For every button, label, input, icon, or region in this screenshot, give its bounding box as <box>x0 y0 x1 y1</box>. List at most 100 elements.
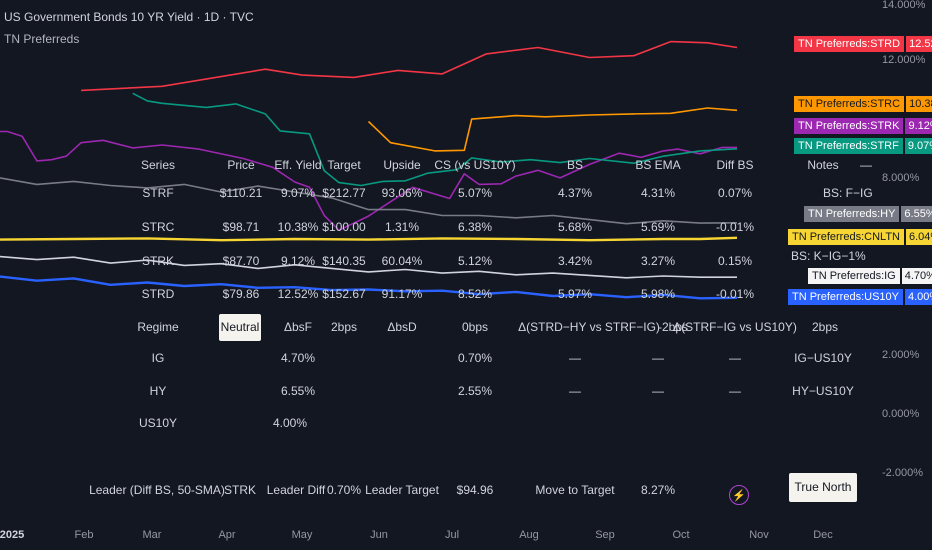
regime-delta1-label: Δ(STRD−HY vs STRF−IG) <box>518 320 660 334</box>
true-north-button[interactable]: True North <box>789 473 857 502</box>
regime-dbsd-label: ΔbsD <box>387 320 417 334</box>
leader-diff-label: Leader Diff <box>266 483 326 497</box>
td-diff-bs: 0.15% <box>717 254 753 268</box>
th-bs: BS <box>566 158 584 172</box>
td-upside: 60.04% <box>381 254 423 268</box>
symbol-title[interactable]: US Government Bonds 10 YR Yield · 1D · T… <box>4 10 254 24</box>
th-series: Series <box>140 158 176 172</box>
regime-delta1-value: -2bps <box>657 320 689 334</box>
leader-diff-value: 0.70% <box>326 483 362 497</box>
x-tick: 2025 <box>0 529 25 541</box>
series-line-cnltn[interactable] <box>0 236 738 242</box>
x-tick: Dec <box>813 529 833 541</box>
x-tick: May <box>291 529 313 541</box>
series-tag-name: TN Preferreds:HY <box>804 206 900 222</box>
series-tag-value: 9.07% <box>904 138 932 154</box>
leader-value: STRK <box>223 483 257 497</box>
x-tick: Jun <box>370 529 388 541</box>
td-bs: 5.68% <box>557 220 593 234</box>
y-tick: 12.000% <box>882 54 926 66</box>
series-tag-hy[interactable]: TN Preferreds:HY6.55% <box>804 206 932 222</box>
x-tick: Nov <box>749 529 769 541</box>
td-diff-bs: 0.07% <box>717 186 753 200</box>
td-bs-ema: 3.27% <box>640 254 676 268</box>
series-line-us10y[interactable] <box>0 275 738 300</box>
th-price: Price <box>227 158 255 172</box>
us10y-yield: 4.00% <box>272 416 308 430</box>
leader-label: Leader (Diff BS, 50-SMA) <box>89 483 225 497</box>
regime-delta2-value: 2bps <box>811 320 839 334</box>
series-line-hy[interactable] <box>0 177 738 225</box>
td-target: $140.35 <box>322 254 366 268</box>
lightning-icon[interactable]: ⚡ <box>729 485 749 505</box>
series-line-strd[interactable] <box>81 40 738 92</box>
series-line-ig[interactable] <box>0 255 737 279</box>
series-tag-value: 9.12% <box>905 118 932 134</box>
regime-dbsf-value: 2bps <box>330 320 358 334</box>
td-series: STRF <box>142 186 174 200</box>
td-price: $79.86 <box>222 287 260 301</box>
series-tag-name: TN Preferreds:STRK <box>794 118 904 134</box>
series-tag-value: 12.52% <box>906 36 932 52</box>
td-yield: 10.38% <box>277 220 319 234</box>
y-tick: 0.000% <box>882 408 920 420</box>
x-tick: Mar <box>142 529 162 541</box>
th-eff-yield: Eff. Yield <box>274 158 322 172</box>
th-notes: Notes <box>807 158 839 172</box>
hy-dash: — <box>652 384 664 398</box>
td-bs: 4.37% <box>557 186 593 200</box>
td-target: $212.77 <box>322 186 366 200</box>
td-upside: 91.17% <box>381 287 423 301</box>
y-tick: 2.000% <box>882 349 920 361</box>
ig-spread: 0.70% <box>457 351 493 365</box>
regime-label: Regime <box>137 320 179 334</box>
td-bs-ema: 5.69% <box>640 220 676 234</box>
td-yield: 12.52% <box>277 287 319 301</box>
leader-target-value: $94.96 <box>456 483 494 497</box>
td-bs: 3.42% <box>557 254 593 268</box>
move-to-target-label: Move to Target <box>535 483 615 497</box>
move-to-target-value: 8.27% <box>640 483 676 497</box>
th-dash: — <box>860 158 872 172</box>
x-tick: Apr <box>218 529 236 541</box>
ig-dash: — <box>569 351 581 365</box>
td-cs: 6.38% <box>457 220 493 234</box>
th-upside: Upside <box>383 158 421 172</box>
indicator-title[interactable]: TN Preferreds <box>4 32 80 46</box>
hy-yield: 6.55% <box>280 384 316 398</box>
regime-badge: Neutral <box>219 314 261 341</box>
hy-spread: 2.55% <box>457 384 493 398</box>
th-bs-ema: BS EMA <box>635 158 681 172</box>
td-price: $110.21 <box>219 186 263 200</box>
regime-dbsf-label: ΔbsF <box>283 320 313 334</box>
series-tag-name: TN Preferreds:STRD <box>794 36 905 52</box>
ig-label: IG <box>151 351 165 365</box>
th-target: Target <box>327 158 361 172</box>
series-tag-value: 6.04% <box>905 229 932 245</box>
th-cs: CS (vs US10Y) <box>434 158 516 172</box>
y-tick: 14.000% <box>882 0 926 11</box>
series-line-strf[interactable] <box>132 92 738 187</box>
series-line-strk[interactable] <box>0 130 737 231</box>
td-target: $100.00 <box>322 220 366 234</box>
td-cs: 5.12% <box>457 254 493 268</box>
ig-dash: — <box>652 351 664 365</box>
hy-note: HY−US10Y <box>792 384 854 398</box>
series-tag-ig[interactable]: TN Preferreds:IG4.70% <box>808 268 932 284</box>
series-tag-name: TN Preferreds:STRC <box>794 96 905 112</box>
td-bs-ema: 4.31% <box>640 186 676 200</box>
series-line-strc[interactable] <box>367 107 738 152</box>
us10y-label: US10Y <box>138 416 178 430</box>
y-tick: 8.000% <box>882 172 920 184</box>
td-target: $152.67 <box>322 287 366 301</box>
td-price: $98.71 <box>222 220 260 234</box>
td-series: STRC <box>141 220 175 234</box>
